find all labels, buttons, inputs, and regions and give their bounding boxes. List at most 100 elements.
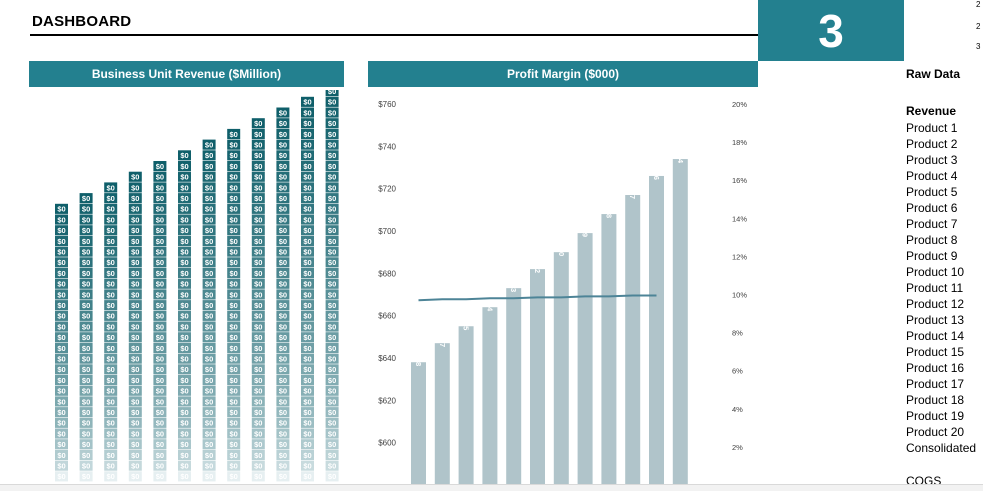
profit-bar[interactable]: $638	[411, 350, 426, 485]
revenue-segment-label: $0	[328, 258, 336, 267]
revenue-segment-label: $0	[303, 183, 311, 192]
revenue-segment-label: $0	[156, 429, 164, 438]
profit-bar-label: $708	[604, 201, 613, 218]
profit-bar[interactable]: $699	[577, 220, 593, 485]
revenue-segment-label: $0	[156, 376, 164, 385]
profit-bar[interactable]: $664	[482, 295, 498, 485]
revenue-segment-label: $0	[205, 440, 213, 449]
revenue-segment-label: $0	[57, 365, 65, 374]
revenue-segment-label: $0	[254, 408, 262, 417]
revenue-segment-label: $0	[328, 429, 336, 438]
revenue-segment-label: $0	[180, 440, 188, 449]
revenue-bar[interactable]: $0$0$0$0$0$0$0$0$0$0$0$0$0$0$0$0$0$0$0$0…	[227, 128, 241, 482]
revenue-segment-label: $0	[205, 280, 213, 289]
revenue-bar[interactable]: $0$0$0$0$0$0$0$0$0$0$0$0$0$0$0$0$0$0$0$0…	[55, 203, 68, 482]
revenue-bar[interactable]: $0$0$0$0$0$0$0$0$0$0$0$0$0$0$0$0$0$0$0$0…	[276, 107, 290, 482]
revenue-segment-label: $0	[82, 215, 90, 224]
revenue-bar[interactable]: $0$0$0$0$0$0$0$0$0$0$0$0$0$0$0$0$0$0$0$0…	[128, 171, 142, 482]
revenue-segment-label: $0	[230, 322, 238, 331]
revenue-segment-label: $0	[156, 312, 164, 321]
revenue-segment-label: $0	[303, 248, 311, 257]
revenue-segment-label: $0	[180, 322, 188, 331]
revenue-segment-label: $0	[328, 237, 336, 246]
revenue-segment-label: $0	[303, 162, 311, 171]
revenue-segment-label: $0	[279, 269, 287, 278]
revenue-bar[interactable]: $0$0$0$0$0$0$0$0$0$0$0$0$0$0$0$0$0$0$0$0…	[178, 150, 191, 482]
sidebar-product-item: Product 1	[906, 121, 958, 135]
revenue-segment-label: $0	[230, 183, 238, 192]
revenue-segment-label: $0	[279, 119, 287, 128]
revenue-segment-label: $0	[254, 333, 262, 342]
revenue-segment-label: $0	[328, 376, 336, 385]
profit-bar[interactable]: $655	[458, 314, 474, 485]
revenue-segment-label: $0	[303, 151, 311, 160]
profit-bar-label: $690	[557, 239, 566, 256]
revenue-segment-label: $0	[303, 472, 311, 481]
revenue-segment-label: $0	[254, 451, 262, 460]
sheet-scroll-strip[interactable]	[0, 484, 983, 491]
profit-bar[interactable]: $647	[434, 330, 450, 485]
profit-bar[interactable]: $726	[649, 163, 664, 485]
revenue-segment-label: $0	[131, 440, 139, 449]
revenue-bar[interactable]: $0$0$0$0$0$0$0$0$0$0$0$0$0$0$0$0$0$0$0$0…	[325, 90, 339, 482]
revenue-bar[interactable]: $0$0$0$0$0$0$0$0$0$0$0$0$0$0$0$0$0$0$0$0…	[301, 96, 314, 482]
revenue-segment-label: $0	[230, 194, 238, 203]
revenue-segment-label: $0	[303, 397, 311, 406]
revenue-segment-label: $0	[279, 376, 287, 385]
revenue-segment-label: $0	[82, 312, 90, 321]
profit-bar-label: $682	[533, 256, 542, 273]
revenue-bar[interactable]: $0$0$0$0$0$0$0$0$0$0$0$0$0$0$0$0$0$0$0$0…	[202, 139, 216, 482]
revenue-segment-label: $0	[180, 290, 188, 299]
revenue-segment-label: $0	[230, 130, 238, 139]
revenue-segment-label: $0	[230, 141, 238, 150]
revenue-segment-label: $0	[131, 205, 139, 214]
revenue-segment-label: $0	[156, 290, 164, 299]
profit-bar[interactable]: $673	[506, 275, 522, 485]
revenue-segment-label: $0	[180, 215, 188, 224]
revenue-segment-label: $0	[180, 183, 188, 192]
revenue-segment-label: $0	[57, 280, 65, 289]
revenue-segment-label: $0	[156, 322, 164, 331]
revenue-segment-label: $0	[303, 376, 311, 385]
revenue-segment-label: $0	[82, 205, 90, 214]
revenue-segment-label: $0	[328, 90, 336, 96]
sidebar-product-item: Product 17	[906, 377, 965, 391]
profit-margin-chart[interactable]: $760 $740 $720 $700 $680 $660 $640 $620 $600 20% 1…	[368, 90, 758, 485]
revenue-segment-label: $0	[131, 387, 139, 396]
revenue-bar[interactable]: $0$0$0$0$0$0$0$0$0$0$0$0$0$0$0$0$0$0$0$0…	[79, 193, 93, 482]
revenue-segment-label: $0	[279, 440, 287, 449]
revenue-segment-label: $0	[230, 333, 238, 342]
revenue-segment-label: $0	[156, 462, 164, 471]
revenue-segment-label: $0	[205, 269, 213, 278]
revenue-bar[interactable]: $0$0$0$0$0$0$0$0$0$0$0$0$0$0$0$0$0$0$0$0…	[153, 161, 167, 482]
revenue-segment-label: $0	[205, 173, 213, 182]
revenue-segment-label: $0	[303, 269, 311, 278]
revenue-segment-label: $0	[156, 280, 164, 289]
y2-axis-tick-label: 12%	[732, 252, 747, 261]
revenue-segment-label: $0	[328, 312, 336, 321]
revenue-bar[interactable]: $0$0$0$0$0$0$0$0$0$0$0$0$0$0$0$0$0$0$0$0…	[104, 182, 118, 482]
revenue-segment-label: $0	[254, 376, 262, 385]
revenue-segment-label: $0	[205, 333, 213, 342]
edge-digit: 2	[976, 22, 981, 31]
revenue-bar[interactable]: $0$0$0$0$0$0$0$0$0$0$0$0$0$0$0$0$0$0$0$0…	[251, 118, 265, 482]
profit-bar[interactable]: $690	[553, 239, 569, 485]
revenue-segment-label: $0	[82, 472, 90, 481]
revenue-segment-label: $0	[328, 280, 336, 289]
revenue-segment-label: $0	[131, 333, 139, 342]
revenue-segment-label: $0	[303, 365, 311, 374]
revenue-segment-label: $0	[254, 301, 262, 310]
profit-bar[interactable]: $682	[530, 256, 545, 485]
revenue-segment-label: $0	[156, 162, 164, 171]
revenue-segment-label: $0	[303, 312, 311, 321]
revenue-chart[interactable]: $0 $0 $0 $0 $0 $0 $0 $0 $0 $0 $0 $0 $0 $0 $0 $0 $0 $0 $0 $0…	[29, 90, 349, 485]
revenue-segment-label: $0	[230, 290, 238, 299]
revenue-segment-label: $0	[57, 205, 65, 214]
sidebar-product-item: Product 8	[906, 233, 958, 247]
profit-bar[interactable]: $734	[672, 146, 688, 485]
profit-bar[interactable]: $717	[625, 182, 641, 485]
revenue-segment-label: $0	[230, 408, 238, 417]
revenue-segment-label: $0	[254, 419, 262, 428]
revenue-segment-label: $0	[107, 258, 115, 267]
profit-bar[interactable]: $708	[601, 201, 617, 485]
